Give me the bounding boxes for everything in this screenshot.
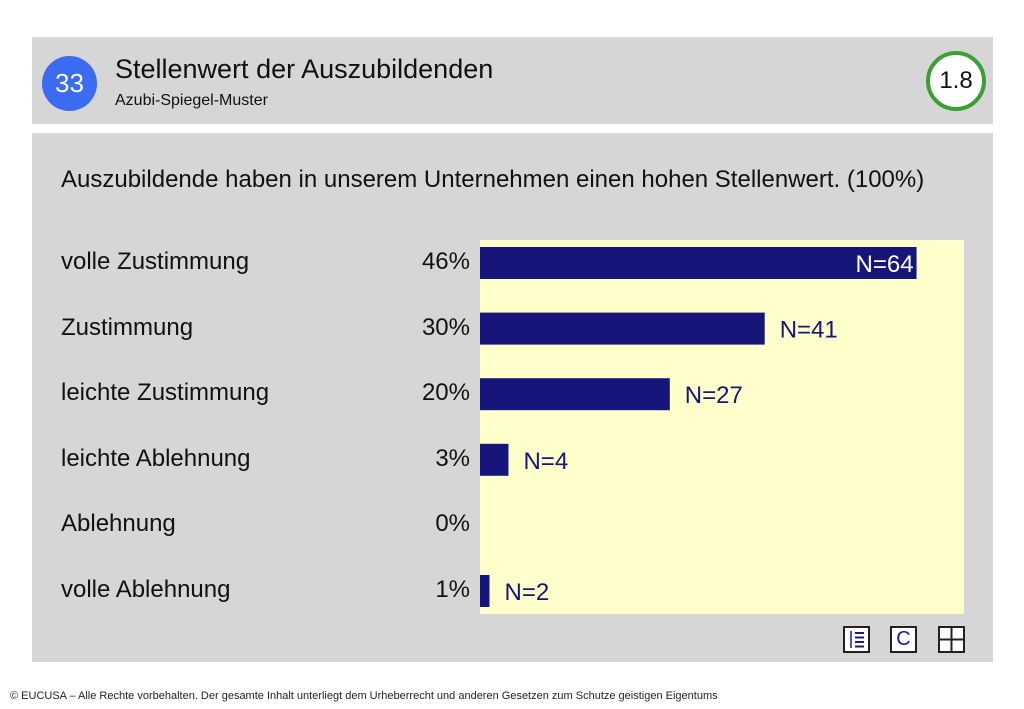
bar bbox=[480, 378, 670, 411]
chart-title: Auszubildende haben in unserem Unternehm… bbox=[61, 166, 925, 193]
c-icon[interactable]: C bbox=[890, 626, 917, 653]
percent-label: 30% bbox=[421, 313, 470, 341]
category-label: Zustimmung bbox=[61, 313, 194, 341]
copyright-footer: © EUCUSA – Alle Rechte vorbehalten. Der … bbox=[10, 690, 718, 702]
category-label: volle Zustimmung bbox=[61, 248, 250, 275]
category-label: Ablehnung bbox=[61, 510, 176, 538]
percent-label: 20% bbox=[421, 379, 470, 407]
percent-label: 46% bbox=[421, 248, 470, 275]
bar-chart: N=64 N=41 N=27 N=4 N=2 bbox=[480, 247, 917, 607]
list-icon[interactable] bbox=[843, 626, 870, 653]
bar bbox=[480, 575, 490, 607]
count-label: N=27 bbox=[685, 382, 743, 409]
bar bbox=[480, 312, 765, 345]
category-label: leichte Ablehnung bbox=[61, 444, 251, 472]
category-label: volle Ablehnung bbox=[61, 576, 231, 603]
bar bbox=[480, 443, 509, 476]
percent-label: 3% bbox=[435, 444, 470, 472]
category-label: leichte Zustimmung bbox=[61, 379, 270, 407]
percent-label: 1% bbox=[435, 576, 470, 603]
plot-area: N=64 N=41 N=27 N=4 N=2 bbox=[480, 240, 964, 614]
count-label: N=41 bbox=[780, 317, 838, 344]
grid-icon-graphic bbox=[940, 628, 963, 651]
slide-title: Stellenwert der Auszubildenden bbox=[115, 54, 494, 84]
bar bbox=[480, 247, 917, 279]
grid-icon[interactable] bbox=[938, 626, 965, 653]
percent-label: 0% bbox=[435, 510, 470, 538]
slide-subtitle: Azubi-Spiegel-Muster bbox=[115, 92, 268, 109]
count-label: N=64 bbox=[856, 251, 914, 278]
list-icon-graphic bbox=[850, 631, 864, 648]
count-label: N=2 bbox=[504, 579, 549, 606]
count-label: N=4 bbox=[523, 448, 568, 475]
header-panel bbox=[32, 37, 993, 124]
page-number-badge: 33 bbox=[42, 56, 97, 111]
version-badge: 1.8 bbox=[926, 51, 986, 111]
